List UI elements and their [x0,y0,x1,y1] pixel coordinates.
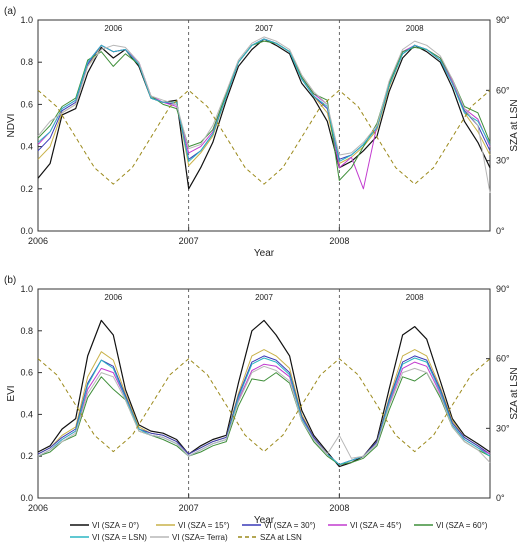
y2-axis-label: SZA at LSN [509,367,520,419]
series-line-1 [37,319,491,468]
year-label: 2006 [104,293,122,302]
y-tick-label: 0.4 [20,409,33,419]
x-tick-label: 2008 [329,503,349,513]
y2-tick-label: 0° [496,493,505,503]
legend-label-8: SZA at LSN [260,533,302,542]
legend-label-6: VI (SZA = LSN) [92,533,147,542]
y-axis-label: NDVI [6,114,17,138]
legend-label-4: VI (SZA = 45°) [350,521,402,530]
x-axis-label: Year [254,248,275,259]
y-tick-label: 0.4 [20,142,33,152]
series-line-6 [37,38,491,162]
y-tick-label: 0.6 [20,368,33,378]
y2-tick-label: 60° [496,354,510,364]
y2-axis-label: SZA at LSN [509,99,520,151]
panel-a: 0.0 0.2 0.4 0.6 0.8 1.0 0° 30° 60° 90° 2006 2007 200… [4,6,520,259]
year-label: 2008 [406,24,424,33]
series-line-8 [37,358,491,453]
series-line-2 [37,349,491,466]
x-tick-label: 2006 [28,236,48,246]
x-axis-label: Year [254,515,275,526]
plot-frame [37,19,491,232]
y-axis-label: EVI [6,385,17,401]
y-tick-label: 1.0 [20,15,33,25]
y-tick-label: 0.2 [20,184,33,194]
panel-b: 0.0 0.2 0.4 0.6 0.8 1.0 0° 30° 60° 90° 2006 2007 200… [4,275,520,526]
series-line-6 [37,357,491,466]
panel-label: (a) [4,6,16,17]
y2-tick-label: 90° [496,284,510,294]
series-line-3 [37,355,491,466]
y-tick-label: 0.0 [20,226,33,236]
plot-frame [37,288,491,499]
legend: VI (SZA = 0°) VI (SZA = 15°) VI (SZA = 30°… [70,521,488,542]
legend-label-5: VI (SZA = 60°) [436,521,488,530]
legend-label-3: VI (SZA = 30°) [264,521,316,530]
year-label: 2007 [255,293,273,302]
panel-label: (b) [4,275,16,286]
x-tick-label: 2008 [329,236,349,246]
year-label: 2007 [255,24,273,33]
series-line-5 [37,40,491,181]
x-tick-label: 2007 [179,236,199,246]
y2-tick-label: 30° [496,156,510,166]
series-line-4 [37,361,491,466]
x-tick-label: 2006 [28,503,48,513]
series-line-8 [37,89,491,185]
series-line-7 [37,365,491,463]
y2-tick-label: 30° [496,423,510,433]
y-tick-label: 0.8 [20,57,33,67]
series-line-7 [37,36,491,194]
y-tick-label: 1.0 [20,284,33,294]
y-tick-label: 0.2 [20,451,33,461]
y2-tick-label: 0° [496,226,505,236]
legend-label-7: VI (SZA= Terra) [172,533,228,542]
y-tick-label: 0.6 [20,99,33,109]
y-tick-label: 0.0 [20,493,33,503]
y2-tick-label: 90° [496,15,510,25]
year-label: 2006 [104,24,122,33]
series-line-4 [37,38,491,190]
y-tick-label: 0.8 [20,326,33,336]
series-line-1 [37,38,491,190]
legend-label-2: VI (SZA = 15°) [178,521,230,530]
legend-label-1: VI (SZA = 0°) [92,521,139,530]
y2-tick-label: 60° [496,85,510,95]
year-label: 2008 [406,293,424,302]
x-tick-label: 2007 [179,503,199,513]
series-line-5 [37,372,491,466]
